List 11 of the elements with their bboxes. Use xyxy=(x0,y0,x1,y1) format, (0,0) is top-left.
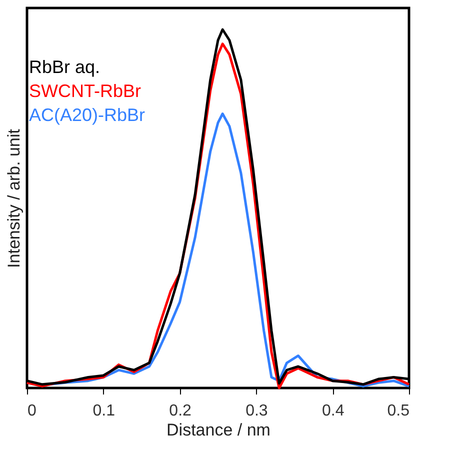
text: AC(A20)-RbBr xyxy=(29,105,146,125)
x-tick-label: 0.5 xyxy=(387,402,410,420)
x-tick-label: 0.2 xyxy=(169,402,192,420)
text: RbBr aq. xyxy=(29,57,100,77)
text: SWCNT-RbBr xyxy=(29,81,142,101)
x-axis-title: Distance / nm xyxy=(166,420,270,440)
x-tick-label: 0.3 xyxy=(246,402,268,420)
x-tick-label: 0 xyxy=(28,402,36,420)
x-tick-label: 0.4 xyxy=(322,402,344,420)
y-axis-title: Intensity / arb. unit xyxy=(4,128,24,268)
x-tick-label: 0.1 xyxy=(92,402,116,420)
